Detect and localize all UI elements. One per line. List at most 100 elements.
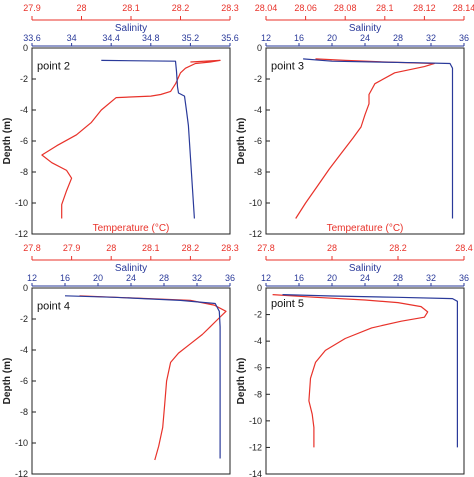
temperature-tick-label: 28.2 (389, 243, 407, 253)
salinity-tick-label: 28 (159, 273, 169, 283)
depth-tick-label: -10 (249, 416, 262, 426)
salinity-tick-label: 16 (294, 33, 304, 43)
temperature-axis-label: Temperature (°C) (93, 223, 170, 234)
salinity-axis-label: Salinity (349, 263, 381, 274)
chart-panel-4: Temperature (°C) 27.8 28 28.2 28.4 Salinity 12… (236, 223, 473, 477)
temperature-tick-label: 28.3 (221, 243, 239, 253)
depth-tick-label: -10 (15, 438, 28, 448)
point-annotation: point 4 (37, 301, 70, 313)
salinity-tick-label: 35.2 (182, 33, 200, 43)
salinity-tick-label: 34.8 (142, 33, 160, 43)
point-annotation: point 3 (271, 61, 304, 73)
temperature-tick-label: 27.9 (23, 3, 41, 13)
salinity-tick-label: 32 (426, 273, 436, 283)
temperature-tick-label: 28 (106, 243, 116, 253)
salinity-axis-label: Salinity (349, 23, 381, 34)
depth-tick-label: -6 (254, 363, 262, 373)
temperature-tick-label: 28.1 (142, 243, 160, 253)
temperature-tick-label: 28 (76, 3, 86, 13)
depth-tick-label: -2 (20, 74, 28, 84)
temperature-tick-label: 28.4 (455, 243, 473, 253)
plot-frame (31, 287, 231, 475)
depth-tick-label: 0 (23, 43, 28, 53)
salinity-profile-line (64, 295, 221, 459)
depth-tick-label: -10 (15, 198, 28, 208)
salinity-tick-label: 12 (261, 273, 271, 283)
temperature-tick-label: 28.14 (453, 3, 474, 13)
salinity-tick-label: 20 (327, 33, 337, 43)
temperature-tick-label: 28.2 (182, 243, 200, 253)
salinity-tick-label: 32 (192, 273, 202, 283)
point-annotation: point 2 (37, 61, 70, 73)
temperature-profile-line (41, 59, 221, 219)
salinity-axis-label: Salinity (115, 23, 147, 34)
temperature-tick-label: 28.3 (221, 3, 239, 13)
depth-tick-label: -12 (15, 469, 28, 477)
depth-tick-label: -10 (249, 198, 262, 208)
depth-tick-label: -8 (20, 407, 28, 417)
temperature-axis-label: Temperature (°C) (327, 223, 404, 234)
depth-tick-label: -12 (249, 229, 262, 239)
depth-tick-label: -8 (20, 167, 28, 177)
temperature-tick-label: 28.06 (294, 3, 317, 13)
salinity-tick-label: 28 (393, 33, 403, 43)
temperature-tick-label: 28.1 (376, 3, 394, 13)
salinity-tick-label: 36 (459, 33, 469, 43)
salinity-axis-label: Salinity (115, 263, 147, 274)
depth-tick-label: -4 (254, 336, 262, 346)
depth-axis-label: Depth (m) (236, 118, 247, 165)
temperature-profile-line (295, 58, 435, 219)
salinity-tick-label: 24 (360, 273, 370, 283)
salinity-tick-label: 16 (294, 273, 304, 283)
depth-tick-label: -2 (254, 74, 262, 84)
chart-panel-1: Temperature (°C) 27.9 28 28.1 28.2 28.3 Salini… (2, 3, 239, 239)
salinity-tick-label: 28 (393, 273, 403, 283)
temperature-tick-label: 28.12 (413, 3, 436, 13)
depth-tick-label: 0 (257, 283, 262, 293)
chart-panel-3: Temperature (°C) 27.8 27.9 28 28.1 28.2 28.3 Sa… (2, 223, 239, 477)
depth-axis-label: Depth (m) (2, 118, 13, 165)
salinity-tick-label: 24 (126, 273, 136, 283)
temperature-profile-line (272, 294, 429, 448)
plot-frame (265, 47, 465, 235)
depth-tick-label: -14 (249, 469, 262, 477)
chart-panel-2: Temperature (°C) 28.04 28.06 28.08 28.1 28.12… (236, 3, 474, 239)
depth-tick-label: -2 (20, 314, 28, 324)
depth-tick-label: -12 (15, 229, 28, 239)
depth-tick-label: -8 (254, 167, 262, 177)
salinity-tick-label: 12 (27, 273, 37, 283)
depth-tick-label: -6 (20, 136, 28, 146)
salinity-tick-label: 34 (67, 33, 77, 43)
depth-tick-label: -12 (249, 442, 262, 452)
depth-tick-label: 0 (23, 283, 28, 293)
point-annotation: point 5 (271, 298, 304, 310)
salinity-tick-label: 24 (360, 33, 370, 43)
temperature-tick-label: 27.9 (63, 243, 81, 253)
salinity-tick-label: 32 (426, 33, 436, 43)
temperature-tick-label: 27.8 (257, 243, 275, 253)
depth-axis-label: Depth (m) (2, 358, 13, 405)
temperature-tick-label: 28.1 (122, 3, 140, 13)
depth-tick-label: -6 (20, 376, 28, 386)
temperature-tick-label: 28 (327, 243, 337, 253)
salinity-tick-label: 33.6 (23, 33, 41, 43)
salinity-tick-label: 34.4 (102, 33, 120, 43)
salinity-profile-line (101, 59, 195, 219)
depth-tick-label: -4 (20, 105, 28, 115)
salinity-tick-label: 20 (327, 273, 337, 283)
salinity-tick-label: 16 (60, 273, 70, 283)
depth-tick-label: -8 (254, 389, 262, 399)
salinity-tick-label: 12 (261, 33, 271, 43)
salinity-tick-label: 36 (225, 273, 235, 283)
depth-tick-label: -6 (254, 136, 262, 146)
depth-axis-label: Depth (m) (236, 358, 247, 405)
temperature-tick-label: 28.04 (255, 3, 278, 13)
salinity-profile-line (282, 294, 458, 448)
depth-tick-label: -4 (20, 345, 28, 355)
temperature-tick-label: 28.08 (334, 3, 357, 13)
temperature-tick-label: 28.2 (172, 3, 190, 13)
salinity-profile-line (303, 58, 454, 219)
salinity-tick-label: 36 (459, 273, 469, 283)
depth-tick-label: -4 (254, 105, 262, 115)
